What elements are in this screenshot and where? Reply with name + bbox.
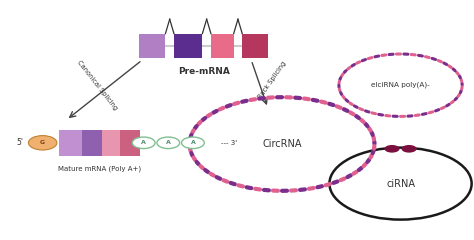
Text: A: A xyxy=(141,140,146,145)
Text: Mature mRNA (Poly A+): Mature mRNA (Poly A+) xyxy=(58,166,141,172)
Text: Canonical Splicing: Canonical Splicing xyxy=(76,59,118,111)
Circle shape xyxy=(384,145,400,153)
FancyBboxPatch shape xyxy=(174,34,202,58)
FancyBboxPatch shape xyxy=(242,34,268,58)
Circle shape xyxy=(182,137,204,149)
FancyBboxPatch shape xyxy=(139,34,165,58)
Text: ciRNA: ciRNA xyxy=(386,179,415,189)
FancyBboxPatch shape xyxy=(211,34,234,58)
Text: Back Splicing: Back Splicing xyxy=(257,60,288,100)
Text: 5': 5' xyxy=(17,138,24,147)
FancyBboxPatch shape xyxy=(82,130,102,156)
Circle shape xyxy=(28,136,57,150)
Text: elciRNA poly(A)-: elciRNA poly(A)- xyxy=(371,82,430,89)
Circle shape xyxy=(401,145,417,153)
Text: CircRNA: CircRNA xyxy=(262,139,302,149)
FancyBboxPatch shape xyxy=(120,130,140,156)
FancyBboxPatch shape xyxy=(102,130,120,156)
Text: Pre-mRNA: Pre-mRNA xyxy=(178,67,230,76)
Circle shape xyxy=(157,137,180,149)
Circle shape xyxy=(329,148,472,220)
Text: A: A xyxy=(191,140,195,145)
FancyBboxPatch shape xyxy=(59,130,82,156)
Text: G: G xyxy=(40,140,45,145)
Text: A: A xyxy=(166,140,171,145)
Text: --- 3': --- 3' xyxy=(221,140,237,146)
Circle shape xyxy=(132,137,155,149)
